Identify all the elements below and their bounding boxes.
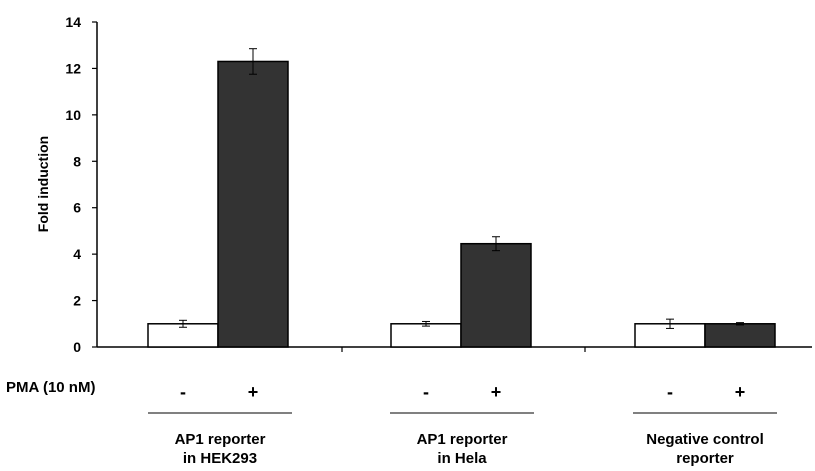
group-label: in HEK293	[183, 450, 257, 467]
y-tick-label: 0	[73, 339, 81, 355]
y-tick-label: 8	[73, 153, 81, 169]
bar	[460, 242, 532, 348]
treatment-sign: +	[491, 382, 502, 402]
bar	[390, 323, 462, 348]
plot-area: 0 2 4 6 8 10 12 14 - + AP1 reporter in HEK293 - + AP1 …	[65, 14, 812, 467]
group-label: AP1 reporter	[175, 431, 266, 448]
treatment-label: PMA (10 nM)	[6, 379, 95, 396]
y-tick-label: 2	[73, 293, 81, 309]
y-tick-label: 14	[65, 14, 81, 30]
bar	[217, 60, 289, 348]
treatment-sign: +	[248, 382, 259, 402]
bar	[704, 323, 776, 348]
group-label: Negative control	[646, 431, 764, 448]
y-tick-label: 10	[65, 107, 81, 123]
treatment-sign: -	[180, 382, 186, 402]
group-label: AP1 reporter	[417, 431, 508, 448]
y-tick-label: 6	[73, 200, 81, 216]
group-label: reporter	[676, 450, 734, 467]
y-tick-label: 12	[65, 60, 81, 76]
y-tick-label: 4	[73, 246, 81, 262]
y-axis-title: Fold induction	[35, 136, 51, 232]
treatment-sign: -	[667, 382, 673, 402]
treatment-sign: -	[423, 382, 429, 402]
treatment-sign: +	[735, 382, 746, 402]
group-label: in Hela	[437, 450, 487, 467]
